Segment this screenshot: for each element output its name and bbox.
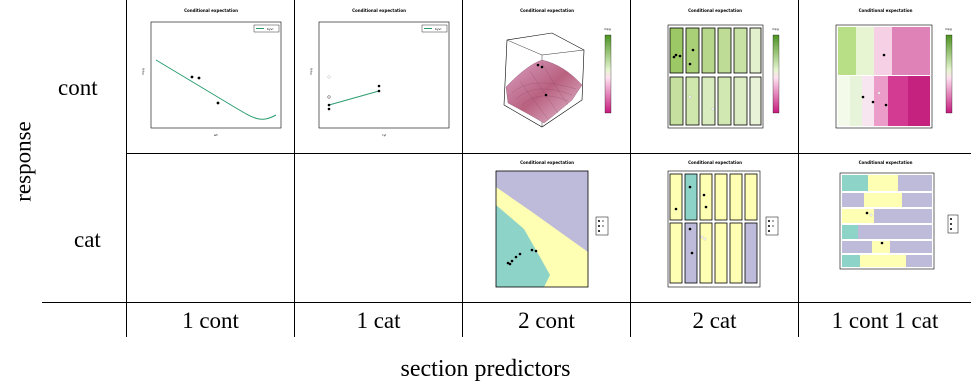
colorbar-label: mpg xyxy=(772,27,779,31)
panel-cont-2cont: Conditional expectation mpg xyxy=(472,5,622,145)
data-point xyxy=(197,76,201,80)
y-axis-label: mpg xyxy=(309,68,313,75)
x-axis-label: cyl xyxy=(382,133,386,137)
row-divider xyxy=(126,153,971,154)
bottom-divider xyxy=(42,302,971,303)
region-plot xyxy=(495,170,609,288)
column-divider xyxy=(630,0,631,337)
predictors-axis-label: section predictors xyxy=(400,356,571,382)
panel-title: Conditional expectation xyxy=(352,8,406,13)
legend-box xyxy=(421,24,448,33)
y-axis-label: mpg xyxy=(141,68,145,75)
data-point xyxy=(377,84,381,88)
panel-cont-2cat: Conditional expectation xyxy=(640,5,790,145)
panel-title: Conditional expectation xyxy=(688,8,742,13)
panel-title: Conditional expectation xyxy=(858,160,913,165)
colorbar xyxy=(772,34,780,114)
data-point xyxy=(377,89,381,93)
panel-cat-2cat: Conditional expectation xyxy=(640,157,790,297)
column-label-2cat: 2 cat xyxy=(692,308,737,333)
column-label-1cont: 1 cont xyxy=(182,308,239,333)
panel-cat-2cont: Conditional expectation xyxy=(472,157,622,297)
x-axis-label: wt xyxy=(214,133,218,137)
panel-cat-1cont1cat: Conditional expectation xyxy=(808,157,963,297)
column-label-1cont1cat: 1 cont 1 cat xyxy=(831,308,939,333)
panel-cont-1cont1cat: Conditional expectation mpg xyxy=(808,5,963,145)
tile-plot xyxy=(667,170,779,288)
legend-box xyxy=(253,24,280,33)
colorbar-label: mpg xyxy=(604,27,611,31)
tile-plot: mpg xyxy=(667,24,780,129)
panel-title: Conditional expectation xyxy=(520,8,574,13)
legend-box xyxy=(595,216,609,236)
legend-label: byvr xyxy=(435,27,442,31)
line-plot: byvr mpg cyl xyxy=(309,21,450,137)
column-label-2cont: 2 cont xyxy=(518,308,575,333)
colorbar xyxy=(945,34,953,114)
panel-cont-1cat: Conditional expectation byvr mpg cyl xyxy=(304,5,454,145)
colorbar-label: mpg xyxy=(945,27,952,31)
data-point xyxy=(327,107,331,111)
colorbar xyxy=(604,34,612,114)
row-label-cont: cont xyxy=(58,75,98,100)
band-plot xyxy=(839,172,959,270)
column-divider xyxy=(798,0,799,337)
surface-plot: mpg xyxy=(503,27,612,128)
column-divider xyxy=(126,0,127,337)
panel-title: Conditional expectation xyxy=(184,8,238,13)
column-divider xyxy=(294,0,295,337)
legend-box xyxy=(947,214,959,234)
response-axis-label: response xyxy=(10,121,36,202)
panel-title: Conditional expectation xyxy=(688,160,742,165)
data-point xyxy=(327,95,331,99)
legend-box xyxy=(765,216,779,236)
panel-title: Conditional expectation xyxy=(858,8,913,13)
column-divider xyxy=(462,0,463,337)
tile-plot: mpg xyxy=(835,24,953,129)
panel-cont-1cont: Conditional expectation byvr mpg wt xyxy=(136,5,286,145)
data-point xyxy=(327,75,331,79)
data-point xyxy=(216,101,220,105)
legend-label: byvr xyxy=(267,27,274,31)
data-point xyxy=(327,103,331,107)
line-plot: byvr mpg wt xyxy=(141,21,282,137)
data-point xyxy=(190,75,194,79)
column-label-1cat: 1 cat xyxy=(356,308,401,333)
row-label-cat: cat xyxy=(74,227,101,252)
panel-title: Conditional expectation xyxy=(520,160,574,165)
